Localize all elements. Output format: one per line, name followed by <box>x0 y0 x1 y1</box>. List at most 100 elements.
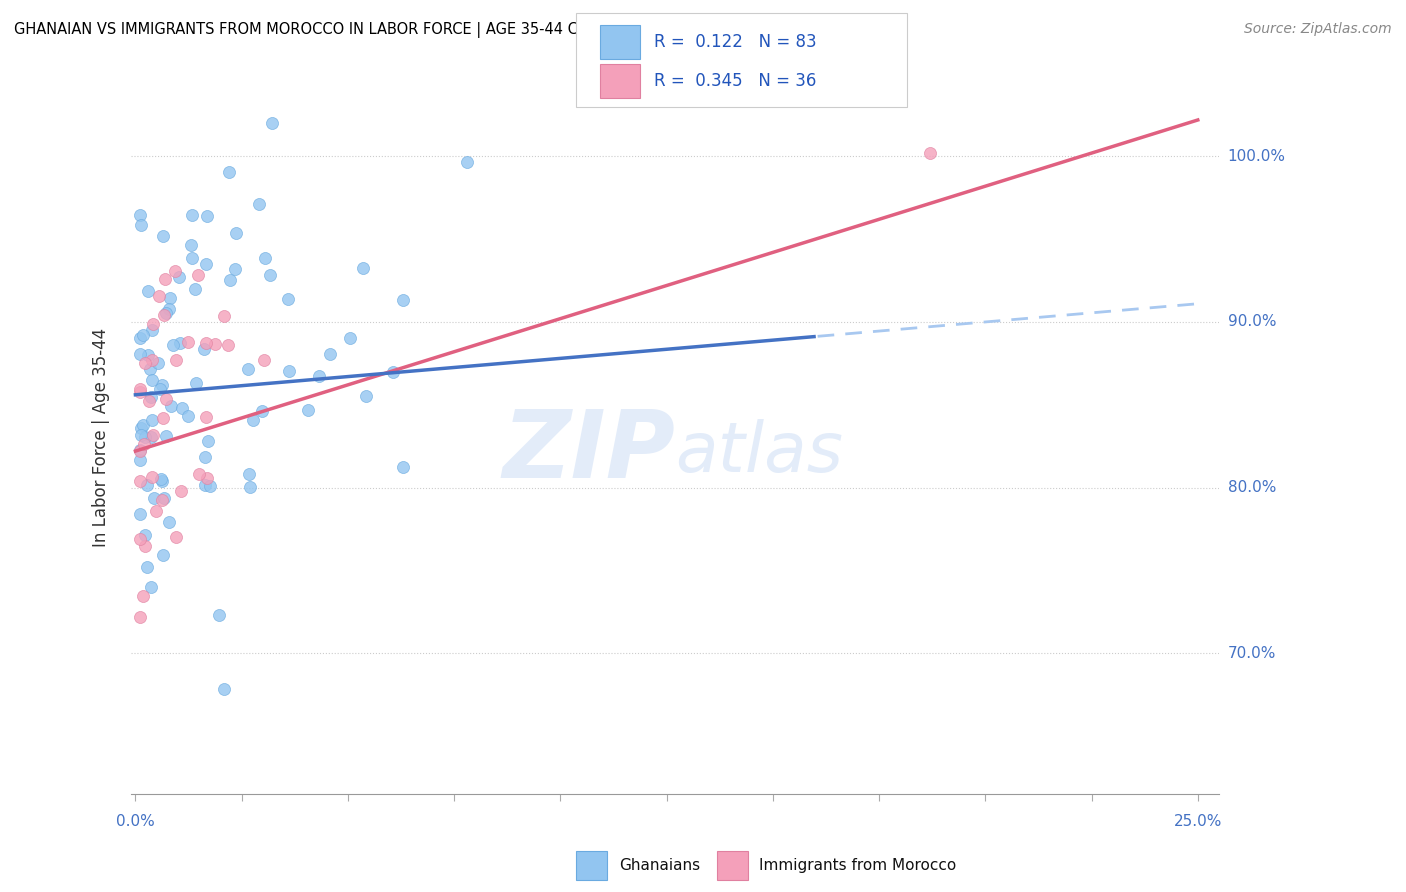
Point <box>155 306 177 320</box>
Point <box>139 580 162 594</box>
Point <box>128 452 150 467</box>
Point <box>131 218 153 232</box>
Point <box>170 484 193 499</box>
Point <box>212 309 235 323</box>
Point <box>195 209 218 223</box>
Point <box>145 504 167 518</box>
Point <box>160 400 183 414</box>
Point <box>148 289 170 303</box>
Text: R =  0.345   N = 36: R = 0.345 N = 36 <box>654 72 815 90</box>
Point <box>170 401 193 416</box>
Point <box>152 410 174 425</box>
Point <box>187 268 209 282</box>
Point <box>128 474 150 488</box>
Point <box>134 356 156 370</box>
Point <box>319 346 342 360</box>
Point <box>225 226 247 240</box>
Point <box>181 251 204 265</box>
Point <box>129 508 152 522</box>
Point <box>141 352 163 367</box>
Point <box>250 404 273 418</box>
Point <box>195 471 218 485</box>
Point <box>354 389 377 403</box>
Point <box>197 434 219 449</box>
Point <box>193 342 215 356</box>
Point <box>392 293 415 307</box>
Point <box>134 430 156 444</box>
Point <box>194 256 217 270</box>
Text: 0.0%: 0.0% <box>117 814 155 829</box>
Text: ZIP: ZIP <box>502 406 675 498</box>
Point <box>308 368 330 383</box>
Point <box>152 548 174 562</box>
Point <box>128 331 150 345</box>
Point <box>150 474 173 488</box>
Point <box>352 260 374 275</box>
Point <box>159 291 181 305</box>
Point <box>247 197 270 211</box>
Point <box>129 427 152 442</box>
Point <box>128 208 150 222</box>
Point <box>134 528 156 542</box>
Point <box>198 479 221 493</box>
Point <box>297 402 319 417</box>
Point <box>155 429 177 443</box>
Point <box>253 353 276 368</box>
Point <box>242 413 264 427</box>
Point <box>224 262 246 277</box>
Point <box>920 146 942 161</box>
Point <box>142 428 165 442</box>
Text: 25.0%: 25.0% <box>1174 814 1222 829</box>
Point <box>238 362 260 376</box>
Point <box>138 348 160 362</box>
Point <box>188 467 211 482</box>
Point <box>260 116 283 130</box>
Point <box>132 437 155 451</box>
Point <box>184 376 207 390</box>
Point <box>194 478 217 492</box>
Point <box>217 338 239 352</box>
Point <box>135 560 157 574</box>
Point <box>212 682 235 697</box>
Point <box>259 268 281 282</box>
Point <box>149 472 172 486</box>
Point <box>391 459 413 474</box>
Point <box>253 251 276 265</box>
Point <box>155 392 177 406</box>
Point <box>138 362 160 376</box>
Text: Immigrants from Morocco: Immigrants from Morocco <box>759 858 956 872</box>
Point <box>138 394 160 409</box>
Point <box>194 336 217 351</box>
Point <box>382 365 405 379</box>
Text: Source: ZipAtlas.com: Source: ZipAtlas.com <box>1244 22 1392 37</box>
Point <box>276 292 298 306</box>
Point <box>155 272 177 286</box>
Point <box>165 264 187 278</box>
Point <box>141 413 163 427</box>
Point <box>128 533 150 547</box>
Point <box>128 610 150 624</box>
Point <box>136 478 159 492</box>
Point <box>148 355 170 369</box>
Point <box>165 352 187 367</box>
Point <box>128 383 150 397</box>
Point <box>132 589 155 603</box>
Point <box>129 421 152 435</box>
Point <box>128 443 150 458</box>
Point <box>207 608 229 623</box>
Point <box>150 492 173 507</box>
Point <box>129 384 152 399</box>
Point <box>167 270 190 285</box>
Point <box>152 229 174 244</box>
Point <box>169 335 191 350</box>
Point <box>142 317 165 331</box>
Point <box>139 390 162 404</box>
Text: 70.0%: 70.0% <box>1227 646 1275 661</box>
Text: Ghanaians: Ghanaians <box>619 858 700 872</box>
Point <box>218 273 240 287</box>
Point <box>180 208 202 222</box>
Point <box>128 442 150 457</box>
Point <box>141 470 163 484</box>
Point <box>141 323 163 337</box>
Point <box>138 284 160 298</box>
